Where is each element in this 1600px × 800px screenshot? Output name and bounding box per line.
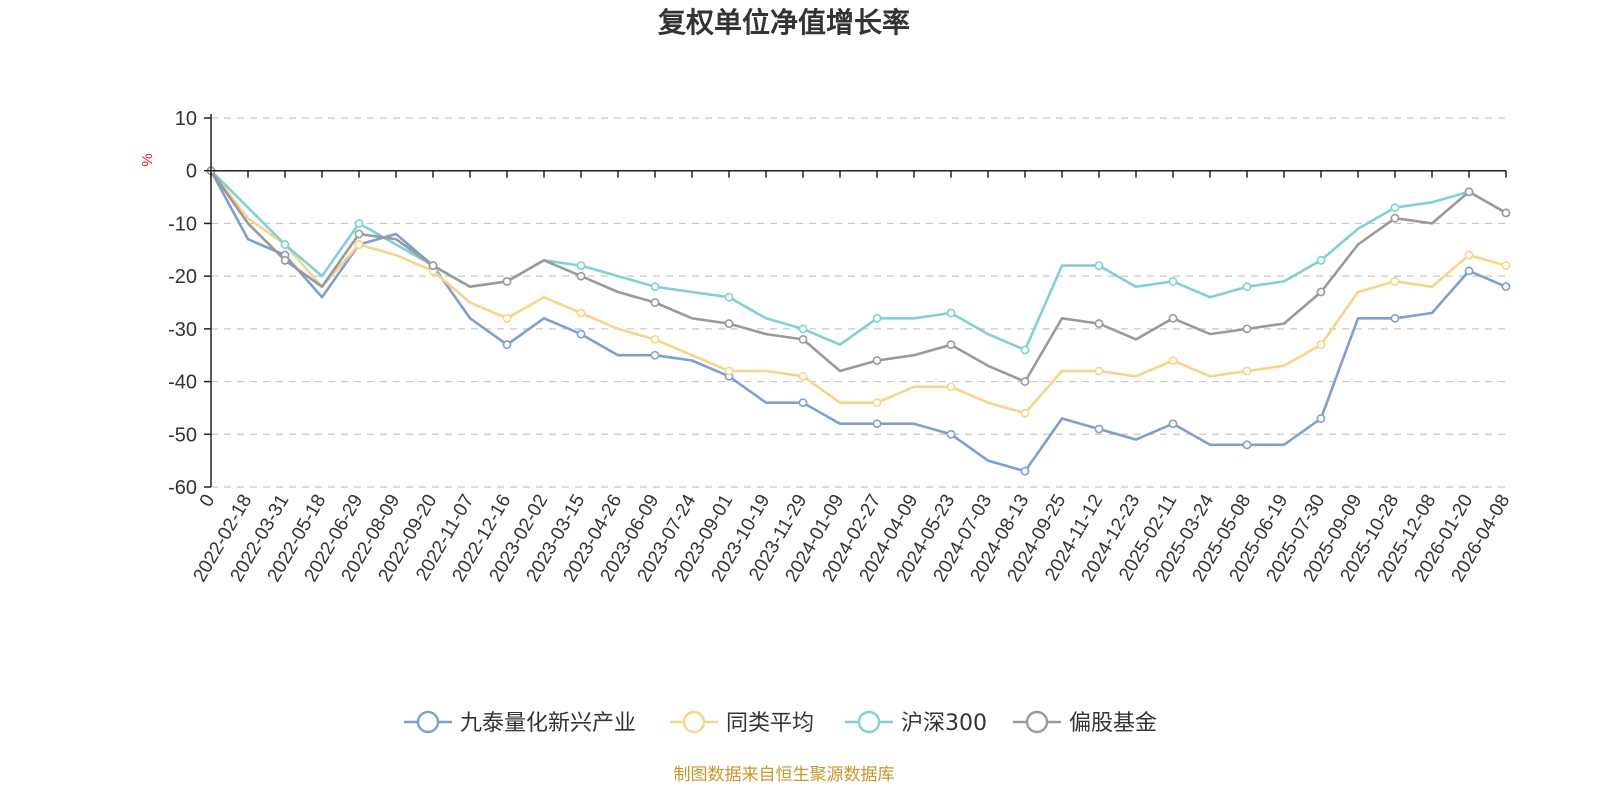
- data-point: [576, 261, 586, 270]
- data-point: [872, 356, 882, 365]
- series-3: [206, 166, 1511, 355]
- data-point: [946, 382, 956, 392]
- data-point: [354, 229, 364, 239]
- y-tick-label: -50: [168, 424, 197, 446]
- data-point: [1242, 366, 1252, 376]
- data-point: [724, 319, 734, 328]
- data-point: [1242, 440, 1252, 450]
- data-point: [1168, 313, 1178, 323]
- series-1: [206, 166, 1511, 476]
- data-point: [1501, 208, 1511, 218]
- legend-item-4[interactable]: 偏股基金: [1013, 710, 1157, 736]
- source-note: 制图数据来自恒生聚源数据库: [674, 765, 895, 785]
- series-4: [206, 166, 1511, 386]
- axes: 100-10-20-30-40-50-6002022-02-182022-03-…: [168, 108, 1514, 586]
- data-point: [576, 271, 586, 281]
- data-point: [502, 313, 512, 323]
- legend-item-2[interactable]: 同类平均: [670, 710, 814, 736]
- data-point: [798, 371, 808, 381]
- data-point: [872, 313, 882, 323]
- data-point: [1242, 324, 1252, 334]
- y-axis-unit-label: %: [139, 153, 156, 166]
- data-point: [1501, 261, 1511, 270]
- data-point: [502, 340, 512, 350]
- data-point: [1316, 255, 1326, 265]
- data-point: [1316, 340, 1326, 350]
- y-tick-label: -60: [168, 477, 197, 499]
- data-point: [1094, 424, 1104, 434]
- data-point: [650, 298, 660, 307]
- data-point: [650, 282, 660, 292]
- data-point: [502, 277, 512, 286]
- series-lines: [206, 166, 1511, 476]
- legend-circle-icon: [682, 710, 706, 734]
- data-point: [1464, 187, 1474, 197]
- data-point: [1020, 466, 1030, 476]
- data-point: [1316, 287, 1326, 297]
- data-point: [798, 334, 808, 344]
- data-point: [650, 334, 660, 344]
- series-line: [209, 169, 1508, 383]
- chart-title: 复权单位净值增长率: [658, 6, 910, 39]
- legend-label: 九泰量化新兴产业: [460, 711, 636, 736]
- legend-label: 偏股基金: [1069, 711, 1157, 736]
- data-point: [1464, 250, 1474, 260]
- data-point: [354, 240, 364, 249]
- legend-item-1[interactable]: 九泰量化新兴产业: [404, 710, 636, 736]
- data-point: [650, 350, 660, 360]
- data-point: [946, 429, 956, 439]
- legend-circle-icon: [416, 710, 440, 734]
- y-tick-label: -40: [168, 372, 197, 394]
- data-point: [280, 240, 290, 249]
- data-point: [1390, 213, 1400, 223]
- data-point: [1464, 266, 1474, 276]
- data-point: [428, 261, 438, 270]
- x-tick-label: 0: [196, 491, 219, 511]
- data-point: [1168, 356, 1178, 365]
- data-point: [1020, 345, 1030, 355]
- data-point: [1390, 313, 1400, 323]
- data-point: [1168, 419, 1178, 429]
- data-point: [1501, 282, 1511, 292]
- data-point: [946, 340, 956, 350]
- grid-lines: [211, 117, 1506, 488]
- y-tick-label: 10: [175, 108, 197, 130]
- data-point: [724, 292, 734, 302]
- y-tick-label: -20: [168, 266, 197, 288]
- data-point: [1316, 414, 1326, 423]
- data-point: [280, 255, 290, 265]
- data-point: [798, 398, 808, 408]
- series-2: [206, 166, 1511, 418]
- y-tick-label: 0: [186, 161, 197, 183]
- data-point: [1094, 366, 1104, 376]
- legend-item-3[interactable]: 沪深300: [845, 710, 987, 736]
- data-point: [872, 398, 882, 408]
- legend-circle-icon: [1025, 710, 1049, 734]
- series-line: [209, 169, 1508, 415]
- legend-circle-icon: [857, 710, 881, 734]
- legend-label: 沪深300: [901, 711, 987, 736]
- y-tick-label: -10: [168, 213, 197, 235]
- data-point: [1390, 277, 1400, 286]
- data-point: [1094, 261, 1104, 270]
- data-point: [1020, 408, 1030, 418]
- data-point: [576, 329, 586, 339]
- series-line: [209, 169, 1508, 473]
- data-point: [798, 324, 808, 334]
- data-point: [1168, 277, 1178, 286]
- data-point: [1390, 203, 1400, 213]
- data-point: [946, 308, 956, 318]
- data-point: [724, 366, 734, 376]
- data-point: [872, 419, 882, 429]
- data-point: [1242, 282, 1252, 292]
- legend-label: 同类平均: [726, 711, 814, 736]
- y-tick-label: -30: [168, 319, 197, 341]
- data-point: [576, 308, 586, 318]
- legend[interactable]: 九泰量化新兴产业 同类平均 沪深300 偏股基金: [404, 710, 1157, 736]
- data-point: [354, 219, 364, 228]
- data-point: [1020, 377, 1030, 386]
- data-point: [1094, 319, 1104, 328]
